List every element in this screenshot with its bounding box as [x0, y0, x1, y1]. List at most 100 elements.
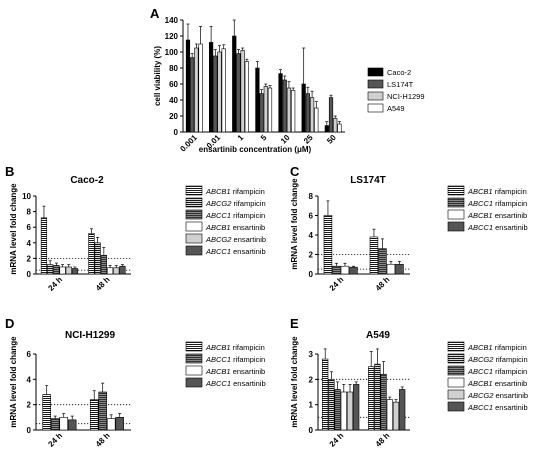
panel-d-letter: D — [5, 316, 14, 331]
panel-c-bar — [369, 236, 379, 275]
panel-e-bar — [399, 389, 406, 431]
panel-b-bar — [113, 267, 120, 275]
panel-d-legend-label: ABCB1 ensartinib — [205, 367, 265, 376]
panel-a-bar — [244, 61, 249, 133]
panel-c-legend-swatch — [447, 209, 465, 220]
panel-b-plot: 0 2 4 6 8 10 24 h 48 h — [22, 192, 131, 293]
panel-c-letter: C — [290, 164, 300, 179]
panel-a-bar — [337, 123, 342, 133]
panel-e-xtick-label: 48 h — [374, 431, 392, 449]
panel-a-bar — [301, 83, 306, 133]
panel-a-bar — [263, 86, 268, 133]
panel-e-legend-swatch — [447, 341, 465, 352]
panel-c-legend-label: ABCB1 ensartinib — [467, 211, 527, 220]
panel-a-bar — [278, 73, 283, 133]
panel-e-legend-label: ABCC1 ensartinib — [467, 403, 528, 412]
panel-e-legend-drug: ensartinib — [493, 391, 528, 400]
panel-c-legend-gene: ABCC1 — [467, 199, 493, 208]
panel-b-bar — [40, 217, 48, 275]
panel-a-bar — [209, 42, 214, 133]
panel-d-bar — [106, 418, 116, 431]
panel-b-legend-drug: rifampicin — [231, 211, 265, 220]
panel-b-xtick-label: 24 h — [46, 275, 64, 293]
panel-a-xtick-label: 25 — [302, 133, 315, 146]
panel-a-xlabel: ensartinib concentration (μM) — [199, 145, 312, 154]
panel-e-ytick-label: 1 — [309, 401, 314, 410]
panel-c-legend-label: ABCC1 rifampicin — [467, 199, 527, 208]
panel-a-legend: Caco-2 LS174T NCI-H1299 A549 — [367, 67, 425, 113]
panel-b-legend-gene: ABCC1 — [205, 211, 231, 220]
panel-b-bar — [47, 264, 54, 275]
panel-c-legend-swatch — [447, 197, 465, 208]
panel-b-legend-drug: rifampicin — [231, 187, 265, 196]
panel-d-legend: ABCB1 rifampicin ABCC1 rifampicin ABCB1 en… — [185, 341, 266, 388]
panel-a-bar — [333, 118, 338, 133]
panel-b-legend-swatch — [185, 233, 203, 244]
panel-e-bar — [368, 366, 375, 431]
panel-a-legend-label: NCI-H1299 — [387, 92, 425, 101]
panel-e-bar — [353, 384, 360, 431]
panel-a-bar — [286, 87, 292, 133]
panel-a-bar — [305, 93, 310, 133]
panel-c-ytick-label: 8 — [309, 192, 314, 201]
panel-a-bar — [236, 53, 241, 133]
panel-d-bar — [89, 399, 99, 431]
panel-e-bar — [334, 389, 341, 431]
panel-e-legend-swatch — [447, 365, 465, 376]
panel-d-bar — [115, 417, 124, 431]
panel-e-legend-label: ABCC1 rifampicin — [467, 367, 527, 376]
panel-e-ytick-label: 0 — [309, 426, 314, 435]
panel-d-title: NCI-H1299 — [65, 330, 115, 341]
panel-e-letter: E — [290, 316, 299, 331]
panel-b-ytick-label: 8 — [27, 208, 32, 217]
panel-b-ytick-label: 0 — [27, 270, 32, 279]
panel-a-ytick-label: 100 — [165, 48, 179, 57]
panel-e-legend-swatch — [447, 401, 465, 412]
panel-c-ytick-label: 6 — [309, 212, 314, 221]
panel-e-legend-drug: rifampicin — [493, 343, 527, 352]
panel-b-ytick-label: 6 — [27, 223, 32, 232]
panel-b-bar — [53, 265, 60, 275]
panel-e-legend-gene: ABCG2 — [467, 355, 494, 364]
panel-a-bar — [213, 55, 218, 133]
panel-b-bar — [100, 254, 107, 275]
panel-b-bar — [119, 265, 126, 275]
panel-d-legend-gene: ABCC1 — [205, 379, 231, 388]
panel-e-bar — [380, 373, 387, 431]
panel-e-legend-gene: ABCB1 — [467, 379, 493, 388]
panel-b-legend-gene: ABCG2 — [205, 235, 232, 244]
panel-b-ylabel: mRNA level fold change — [9, 183, 18, 275]
panel-a-ytick-label: 0 — [174, 128, 179, 137]
panel-c-bar — [395, 263, 404, 275]
panel-d-legend-drug: ensartinib — [231, 367, 266, 376]
panel-c-xtick-label: 24 h — [328, 275, 346, 293]
panel-d-legend-label: ABCC1 rifampicin — [205, 355, 265, 364]
panel-d-legend-swatch — [185, 353, 203, 364]
panel-b-legend-label: ABCG2 rifampicin — [205, 199, 266, 208]
panel-b-legend-gene: ABCC1 — [205, 247, 231, 256]
panel-e-legend-swatch — [447, 377, 465, 388]
panel-a-bar — [232, 35, 237, 133]
panel-e-legend-swatch — [447, 389, 465, 400]
panel-a-legend-label: LS174T — [387, 80, 414, 89]
panel-a-legend-swatch — [367, 91, 384, 101]
panel-a-bar — [255, 67, 260, 133]
panel-a-ytick-label: 80 — [169, 64, 178, 73]
panel-c-bar — [323, 215, 333, 275]
panel-b-bar — [59, 266, 66, 275]
panel-d-plot: 0 2 4 6 24 h 48 h — [27, 350, 131, 449]
panel-e-bar — [386, 399, 393, 431]
panel-c-bar — [332, 265, 341, 275]
panel-a-bar — [282, 79, 287, 133]
panel-d-legend-label: ABCB1 rifampicin — [205, 343, 265, 352]
panel-c-ytick-label: 2 — [309, 251, 314, 260]
panel-d-bar — [50, 418, 60, 431]
panel-c-legend-drug: rifampicin — [493, 187, 527, 196]
panel-b-bar — [71, 268, 79, 275]
panel-c-bar — [378, 248, 387, 275]
panel-b-legend-gene: ABCB1 — [205, 223, 231, 232]
panel-e-legend-drug: rifampicin — [493, 355, 527, 364]
panel-b-legend-swatch — [185, 197, 203, 208]
panel-e-ytick-label: 2 — [309, 375, 314, 384]
